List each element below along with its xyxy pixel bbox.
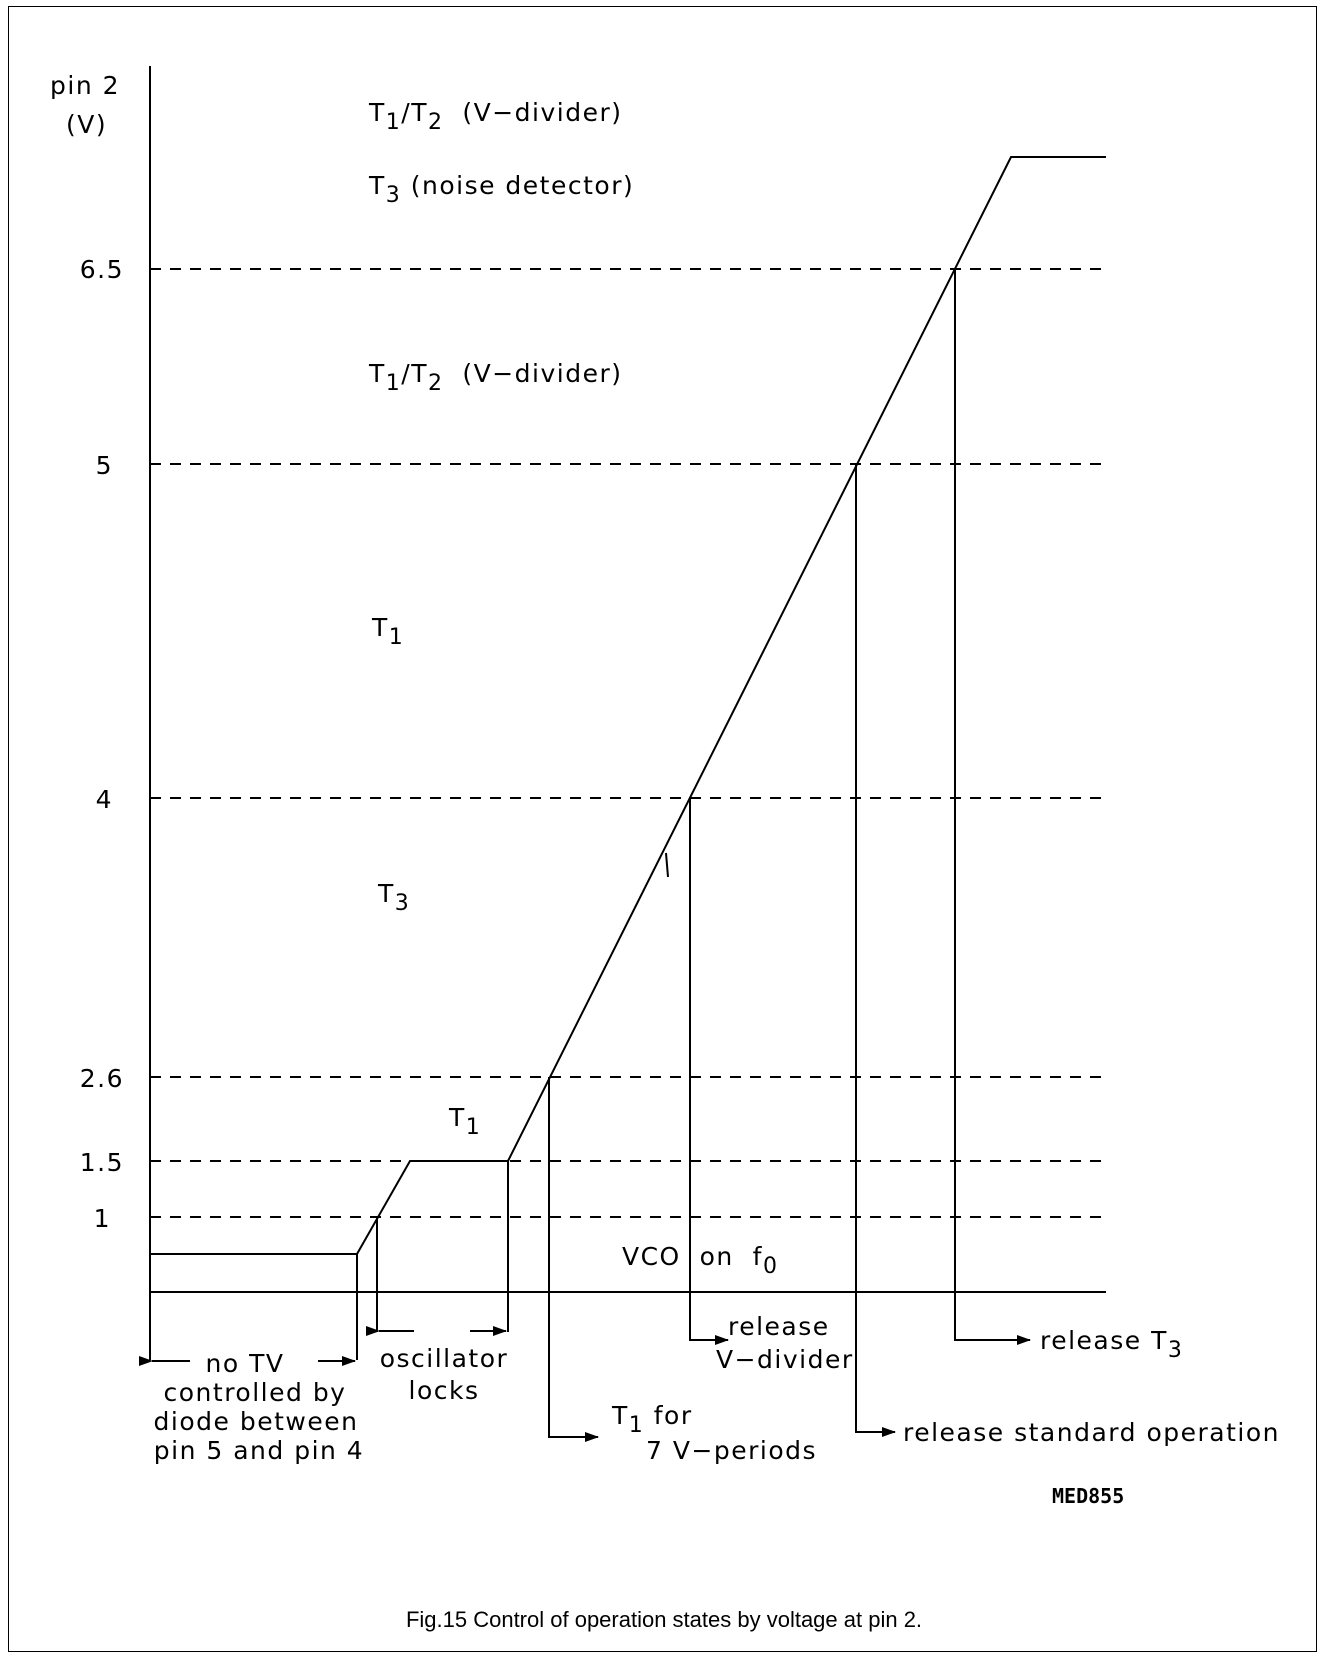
region-label-t3-mid: T3 — [377, 879, 410, 916]
annotation-release-standard-operation: release standard operation — [903, 1418, 1280, 1447]
annotation-controlled-by: controlled by — [164, 1378, 347, 1407]
drop-line-t1-for — [548, 1077, 599, 1442]
region-label-vco-on-f0: VCO on f0 — [622, 1242, 778, 1279]
y-axis-label-line1: pin 2 — [50, 71, 120, 100]
annotation-oscillator: oscillator — [380, 1344, 509, 1373]
annotation-diode-between: diode between — [154, 1407, 359, 1436]
tick-label-1-5: 1.5 — [80, 1148, 124, 1177]
annotation-release: release — [728, 1312, 830, 1341]
figure-frame — [8, 6, 1317, 1652]
curve-tick-mark — [665, 852, 669, 878]
annotation-no-tv: no TV — [206, 1349, 285, 1378]
tick-label-1: 1 — [94, 1204, 111, 1233]
region-label-t1-t2-vdivider-top: T1/T2 (V−divider) — [368, 98, 623, 135]
annotation-locks: locks — [409, 1376, 480, 1405]
drop-line-release-std — [855, 464, 896, 1437]
annotation-t1-for: T1 for — [611, 1401, 693, 1438]
voltage-curve — [150, 156, 1106, 1255]
annotation-pin5-pin4: pin 5 and pin 4 — [154, 1436, 364, 1465]
figure-caption: Fig.15 Control of operation states by vo… — [406, 1607, 922, 1632]
figure-code: MED855 — [1052, 1484, 1124, 1508]
tick-label-6-5: 6.5 — [80, 255, 124, 284]
annotation-v-divider: V−divider — [716, 1345, 854, 1374]
region-label-t1-mid: T1 — [371, 613, 404, 650]
tick-label-2-6: 2.6 — [80, 1064, 124, 1093]
region-label-t3-noise-detector: T3 (noise detector) — [368, 171, 634, 208]
y-axis-label-line2: (V) — [66, 110, 107, 139]
region-label-t1-low: T1 — [448, 1103, 481, 1140]
tick-label-4: 4 — [96, 785, 113, 814]
drop-line-release-t3 — [954, 269, 1031, 1345]
tick-label-5: 5 — [96, 451, 113, 480]
annotation-7-v-periods: 7 V−periods — [646, 1436, 817, 1465]
drop-line-release-vdiv — [689, 798, 729, 1345]
annotation-release-t3: release T3 — [1040, 1326, 1183, 1363]
region-label-t1-t2-vdivider-mid: T1/T2 (V−divider) — [368, 359, 623, 396]
